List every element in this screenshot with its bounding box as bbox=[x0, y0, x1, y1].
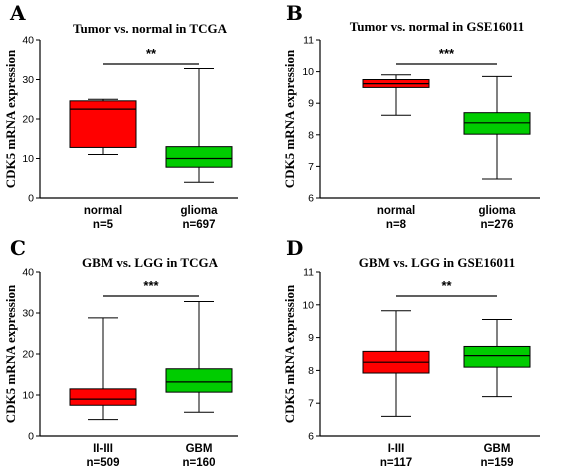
significance-stars: *** bbox=[439, 46, 455, 61]
category-label: normal bbox=[84, 205, 122, 217]
category-label: GBM bbox=[186, 443, 213, 455]
sample-size-label: n=276 bbox=[481, 219, 514, 231]
y-tick-label: 10 bbox=[302, 66, 314, 78]
iqr-box bbox=[69, 388, 137, 406]
box-glioma bbox=[463, 75, 531, 180]
y-tick-label: 11 bbox=[303, 35, 314, 47]
y-tick-label: 0 bbox=[28, 193, 34, 205]
panel-a: A Tumor vs. normal in TCGA CDK5 mRNA expre… bbox=[3, 1, 238, 231]
panel-title: GBM vs. LGG in GSE16011 bbox=[359, 255, 515, 270]
box-gbm bbox=[165, 301, 233, 413]
y-tick-label: 7 bbox=[308, 161, 314, 173]
panel-letter: B bbox=[286, 1, 303, 25]
box-normal bbox=[69, 98, 137, 156]
y-axis-label: CDK5 mRNA expression bbox=[3, 284, 18, 423]
y-tick-label: 6 bbox=[308, 193, 314, 205]
y-tick-label: 6 bbox=[308, 431, 314, 443]
category-label: glioma bbox=[180, 205, 218, 217]
box-normal bbox=[362, 74, 430, 116]
y-tick-label: 10 bbox=[22, 390, 34, 402]
category-label: normal bbox=[377, 205, 415, 217]
iqr-box bbox=[463, 112, 531, 135]
y-tick-label: 7 bbox=[308, 398, 314, 410]
significance-stars: *** bbox=[143, 278, 159, 293]
sample-size-label: n=5 bbox=[93, 219, 114, 231]
y-tick-label: 30 bbox=[22, 74, 34, 86]
category-label: GBM bbox=[484, 443, 511, 455]
significance-stars: ** bbox=[146, 46, 157, 61]
y-tick-label: 10 bbox=[22, 153, 34, 165]
significance-stars: ** bbox=[441, 278, 452, 293]
y-tick-label: 9 bbox=[308, 98, 314, 110]
panel-title: Tumor vs. normal in TCGA bbox=[73, 21, 228, 36]
iqr-box bbox=[165, 146, 233, 168]
y-tick-label: 10 bbox=[302, 299, 314, 311]
y-axis-label: CDK5 mRNA expression bbox=[282, 49, 297, 188]
y-tick-label: 0 bbox=[28, 431, 34, 443]
box-ii-iii bbox=[69, 317, 137, 421]
y-tick-label: 20 bbox=[22, 349, 34, 361]
panel-letter: A bbox=[9, 1, 26, 25]
y-tick-label: 30 bbox=[22, 308, 34, 320]
sample-size-label: n=697 bbox=[183, 219, 216, 231]
category-label: glioma bbox=[478, 205, 516, 217]
panel-letter: D bbox=[286, 236, 303, 260]
sample-size-label: n=8 bbox=[386, 219, 407, 231]
panel-title: Tumor vs. normal in GSE16011 bbox=[350, 19, 524, 34]
y-tick-label: 9 bbox=[308, 332, 314, 344]
y-tick-label: 8 bbox=[308, 129, 314, 141]
y-tick-label: 40 bbox=[22, 267, 34, 279]
y-tick-label: 40 bbox=[22, 35, 34, 47]
category-label: II-III bbox=[93, 443, 113, 455]
sample-size-label: n=117 bbox=[380, 457, 412, 469]
box-i-iii bbox=[362, 310, 430, 417]
iqr-box bbox=[463, 345, 531, 368]
panel-letter: C bbox=[10, 236, 26, 260]
panel-title: GBM vs. LGG in TCGA bbox=[82, 255, 219, 270]
panel-c: C GBM vs. LGG in TCGA CDK5 mRNA expression… bbox=[3, 236, 238, 469]
iqr-box bbox=[165, 368, 233, 393]
y-tick-label: 11 bbox=[303, 267, 314, 279]
sample-size-label: n=159 bbox=[481, 457, 514, 469]
iqr-box bbox=[69, 100, 137, 148]
panel-b: B Tumor vs. normal in GSE16011 CDK5 mRNA e… bbox=[282, 1, 540, 231]
sample-size-label: n=509 bbox=[87, 457, 120, 469]
box-gbm bbox=[463, 319, 531, 398]
y-tick-label: 8 bbox=[308, 365, 314, 377]
box-glioma bbox=[165, 67, 233, 183]
panel-d: D GBM vs. LGG in GSE16011 CDK5 mRNA expres… bbox=[282, 236, 540, 469]
y-tick-label: 20 bbox=[22, 114, 34, 126]
category-label: I-III bbox=[388, 443, 405, 455]
sample-size-label: n=160 bbox=[183, 457, 216, 469]
y-axis-label: CDK5 mRNA expression bbox=[3, 49, 18, 188]
y-axis-label: CDK5 mRNA expression bbox=[282, 284, 297, 423]
